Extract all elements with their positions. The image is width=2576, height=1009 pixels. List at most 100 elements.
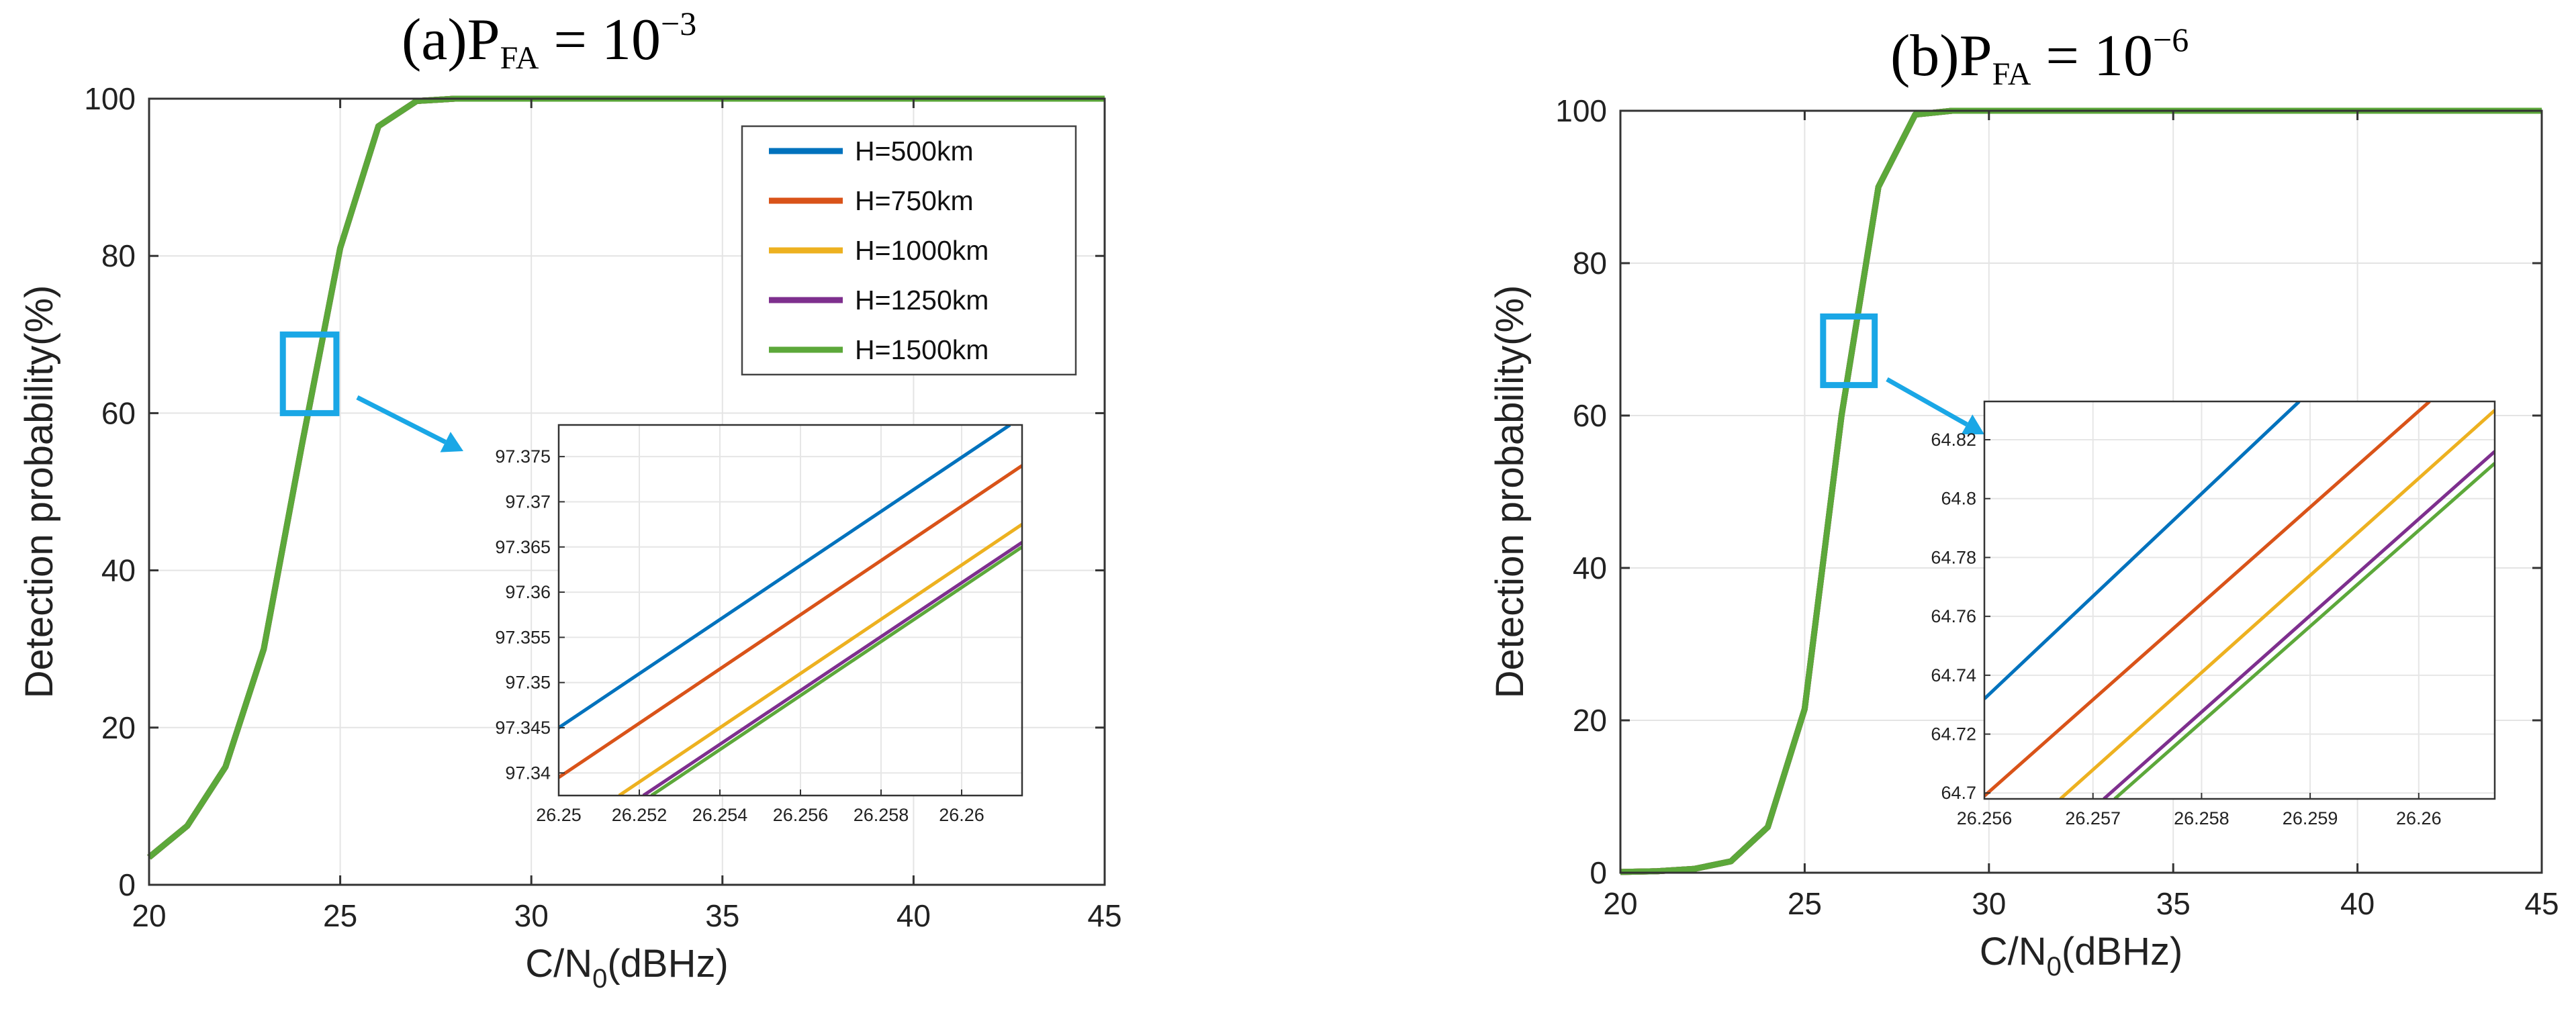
- y-tick-label: 60: [101, 395, 136, 430]
- legend-item: H=500km: [769, 136, 974, 166]
- inset-series-line: [2113, 462, 2495, 799]
- inset-box: [557, 424, 1023, 797]
- x-axis-label-tail: (dBHz): [607, 942, 728, 986]
- inset-x-tick-label: 26.252: [612, 805, 668, 825]
- legend-item: H=1500km: [769, 334, 988, 365]
- chart-title: (b)PFA = 10−6: [1890, 21, 2189, 92]
- title-prefix: (b)P: [1890, 23, 1992, 89]
- inset-x-tick-label: 26.257: [2065, 808, 2121, 828]
- zoom-arrow-head: [440, 432, 463, 452]
- inset-x-tick-label: 26.26: [939, 805, 984, 825]
- title-mid: = 10: [539, 7, 661, 73]
- title-subscript: FA: [500, 40, 539, 76]
- legend-label: H=500km: [855, 136, 974, 166]
- x-axis-label: C/N0(dBHz): [525, 942, 729, 994]
- title-subscript: FA: [1992, 56, 2031, 92]
- inset-y-tick-label: 64.74: [1931, 665, 1976, 685]
- y-tick-label: 20: [1573, 703, 1607, 738]
- y-tick-label: 40: [1573, 550, 1607, 585]
- inset-series-line: [1984, 401, 2431, 798]
- inset-y-tick-label: 97.365: [495, 537, 551, 557]
- inset-series-line: [642, 540, 1022, 796]
- title-mid: = 10: [2031, 23, 2153, 89]
- x-tick-label: 35: [705, 898, 739, 933]
- inset-area: [559, 425, 1022, 796]
- axes-box: [1619, 109, 2543, 874]
- inset-x-tick-label: 26.254: [692, 805, 748, 825]
- inset-y-tick-label: 97.37: [505, 491, 551, 512]
- inset-box: [1983, 400, 2496, 800]
- inset-y-tick-label: 64.7: [1941, 783, 1976, 803]
- legend-label: H=1000km: [855, 235, 988, 266]
- y-tick-label: 100: [84, 81, 136, 116]
- inset-series-line: [2059, 409, 2495, 799]
- inset-lines: [559, 425, 1022, 796]
- zoom-arrow-head: [1961, 414, 1984, 435]
- inset-y-tick-label: 97.345: [495, 718, 551, 738]
- x-tick-label: 20: [132, 898, 166, 933]
- x-axis-label: C/N0(dBHz): [1980, 930, 2183, 981]
- y-tick-label: 100: [1555, 93, 1607, 128]
- legend-label: H=1500km: [855, 334, 988, 365]
- chart-title: (a)PFA = 10−3: [402, 5, 696, 76]
- legend-item: H=750km: [769, 185, 974, 216]
- x-tick-label: 40: [896, 898, 931, 933]
- inset-y-tick-label: 64.8: [1941, 489, 1976, 509]
- x-tick-label: 40: [2340, 886, 2375, 921]
- x-tick-label: 25: [323, 898, 357, 933]
- x-axis-label-sub: 0: [2047, 952, 2062, 981]
- x-axis-label-main: C/N: [1980, 930, 2047, 973]
- x-axis-label-tail: (dBHz): [2062, 930, 2182, 973]
- x-tick-label: 30: [514, 898, 549, 933]
- x-tick-label: 45: [2524, 886, 2559, 921]
- y-tick-label: 80: [1573, 246, 1607, 281]
- y-tick-label: 40: [101, 553, 136, 588]
- y-tick-label: 60: [1573, 398, 1607, 433]
- inset-y-tick-label: 64.76: [1931, 606, 1976, 626]
- inset-x-tick-label: 26.259: [2283, 808, 2338, 828]
- inset-x-tick-label: 26.26: [2396, 808, 2442, 828]
- inset-x-tick-label: 26.258: [2174, 808, 2229, 828]
- title-prefix: (a)P: [402, 7, 500, 73]
- inset-area: [1984, 401, 2495, 799]
- x-axis-label-main: C/N: [525, 942, 592, 986]
- inset-y-tick-label: 97.36: [505, 582, 551, 602]
- inset-series-line: [618, 523, 1022, 796]
- inset-series-line: [650, 545, 1022, 796]
- inset-y-tick-label: 97.375: [495, 446, 551, 467]
- inset-x-tick-label: 26.258: [854, 805, 909, 825]
- inset-b: 26.256 26.257 26.258 26.259 26.26 64.7 64.72 64…: [1931, 400, 2496, 828]
- inset-y-tick-label: 97.34: [505, 763, 551, 783]
- x-tick-label: 45: [1087, 898, 1121, 933]
- inset-x-tick-label: 26.256: [1957, 808, 2013, 828]
- y-tick-label: 20: [101, 710, 136, 745]
- inset-series-line: [1984, 401, 2301, 700]
- zoom-region-box: [279, 331, 340, 416]
- inset-y-tick-label: 97.35: [505, 673, 551, 693]
- y-tick-label: 80: [101, 238, 136, 273]
- x-tick-label: 30: [1972, 886, 2006, 921]
- title-superscript: −3: [661, 5, 696, 42]
- zoom-region-box: [1820, 313, 1878, 389]
- y-tick-label: 0: [1590, 855, 1607, 890]
- legend: H=500km H=750km H=1000km H=1250km H=1500km: [741, 125, 1077, 376]
- legend-item: H=1250km: [769, 285, 988, 316]
- legend-label: H=1250km: [855, 285, 988, 316]
- legend-label: H=750km: [855, 185, 974, 216]
- inset-series-line: [559, 464, 1022, 779]
- x-tick-label: 25: [1788, 886, 1822, 921]
- title-superscript: −6: [2153, 21, 2189, 58]
- inset-lines: [1984, 401, 2495, 799]
- x-tick-label: 20: [1603, 886, 1637, 921]
- zoom-arrow-line: [1886, 377, 1968, 427]
- x-axis-label-sub: 0: [592, 964, 607, 994]
- chart-b: 20 25 30 35 40 45020406080100C/N0(dBHz)Detect…: [1488, 21, 2559, 981]
- inset-y-tick-label: 64.78: [1931, 547, 1976, 567]
- inset-x-tick-label: 26.25: [536, 805, 582, 825]
- y-axis-label: Detection probability(%): [1488, 285, 1532, 699]
- inset-a: 26.25 26.252 26.254 26.256 26.258 26.26 97.34 9…: [495, 424, 1023, 825]
- inset-series-line: [2103, 450, 2495, 799]
- axes-box: [148, 97, 1106, 886]
- chart-a: 20 25 30 35 40 45020406080100C/N0(dBHz)Detect…: [17, 5, 1122, 994]
